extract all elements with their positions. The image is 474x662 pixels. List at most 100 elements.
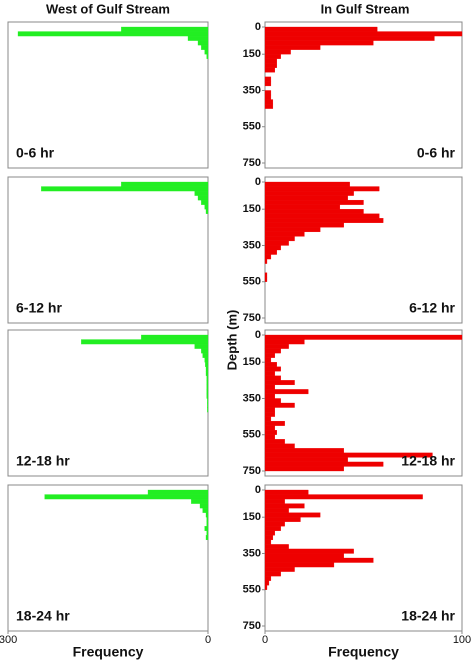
x-axis-label: Frequency <box>73 644 144 660</box>
x-tick-label: 0 <box>205 634 211 646</box>
panel-label: 6-12 hr <box>16 300 62 316</box>
bar <box>264 40 374 46</box>
bar <box>206 384 209 390</box>
bar <box>264 204 341 210</box>
bar <box>264 54 281 59</box>
panel-frame <box>7 176 209 324</box>
bar <box>201 44 209 50</box>
bar <box>205 371 209 376</box>
y-tick-label: 550 <box>243 121 261 133</box>
y-tick-label: 0 <box>255 329 261 341</box>
panel-frame <box>7 484 209 632</box>
bar <box>264 461 384 467</box>
bar <box>207 398 209 404</box>
bar <box>141 334 209 340</box>
bar <box>264 236 295 242</box>
bar <box>206 530 209 536</box>
bar <box>204 49 209 55</box>
bar <box>264 498 285 504</box>
bar <box>264 272 268 278</box>
bar <box>264 357 272 363</box>
bar <box>264 407 276 413</box>
bar <box>264 494 423 500</box>
bar <box>264 26 378 32</box>
y-tick-label: 350 <box>243 392 261 404</box>
bar <box>264 277 268 282</box>
bar <box>264 402 295 408</box>
y-tick-label: 750 <box>243 312 261 324</box>
bar <box>264 416 272 422</box>
bar <box>264 544 289 550</box>
bar <box>197 40 209 46</box>
bar <box>264 49 291 55</box>
panel-label: 18-24 hr <box>16 608 70 624</box>
bar <box>264 371 276 376</box>
panel-frame <box>7 21 209 169</box>
bar <box>264 526 281 531</box>
bar <box>187 35 209 41</box>
bar <box>205 512 209 518</box>
bar <box>206 521 209 527</box>
y-tick-label: 150 <box>243 203 261 215</box>
bar <box>191 498 209 504</box>
bar <box>264 245 281 251</box>
bar <box>264 389 309 395</box>
y-tick-label: 150 <box>243 48 261 60</box>
bar <box>264 512 321 518</box>
bar <box>264 503 305 509</box>
y-tick-label: 0 <box>255 176 261 188</box>
bar <box>264 580 270 586</box>
bar <box>264 81 272 87</box>
bar <box>17 31 209 37</box>
bar <box>121 181 209 187</box>
bar <box>264 44 321 50</box>
x-tick-label: 300 <box>0 634 17 646</box>
bar <box>264 384 276 390</box>
bar <box>264 99 274 105</box>
bar <box>264 222 344 228</box>
column-title: In Gulf Stream <box>321 1 410 16</box>
y-tick-label: 550 <box>243 276 261 288</box>
bar <box>264 35 435 41</box>
bar <box>264 231 305 237</box>
bar <box>147 489 209 495</box>
bar <box>194 343 209 349</box>
bar <box>202 352 209 358</box>
bar <box>264 348 281 354</box>
y-tick-label: 750 <box>243 620 261 632</box>
bar <box>264 31 463 37</box>
bar <box>264 411 276 417</box>
y-tick-label: 350 <box>243 547 261 559</box>
bar <box>264 521 285 527</box>
bar <box>264 352 276 358</box>
bar <box>264 398 281 404</box>
panel-label: 0-6 hr <box>16 145 55 161</box>
bar <box>264 557 374 563</box>
bar <box>207 407 209 413</box>
bar <box>264 530 276 536</box>
y-tick-label: 350 <box>243 84 261 96</box>
bar <box>264 489 309 495</box>
y-tick-label: 750 <box>243 157 261 169</box>
bar <box>264 507 289 513</box>
bar <box>264 249 277 255</box>
bar <box>201 199 209 205</box>
bar <box>264 566 295 572</box>
bar <box>264 195 348 201</box>
bar <box>264 181 350 187</box>
x-tick-label: 100 <box>453 634 471 646</box>
y-tick-label: 550 <box>243 429 261 441</box>
bar <box>264 425 276 431</box>
bar <box>204 204 209 210</box>
bar <box>206 389 209 395</box>
bar <box>264 94 272 100</box>
bar <box>264 434 276 440</box>
bar <box>264 375 281 381</box>
bar <box>194 190 209 196</box>
bar <box>205 366 209 372</box>
bar <box>204 526 209 531</box>
panel-label: 18-24 hr <box>401 608 455 624</box>
bar <box>264 380 295 386</box>
bar <box>264 343 289 349</box>
bar <box>206 380 209 386</box>
